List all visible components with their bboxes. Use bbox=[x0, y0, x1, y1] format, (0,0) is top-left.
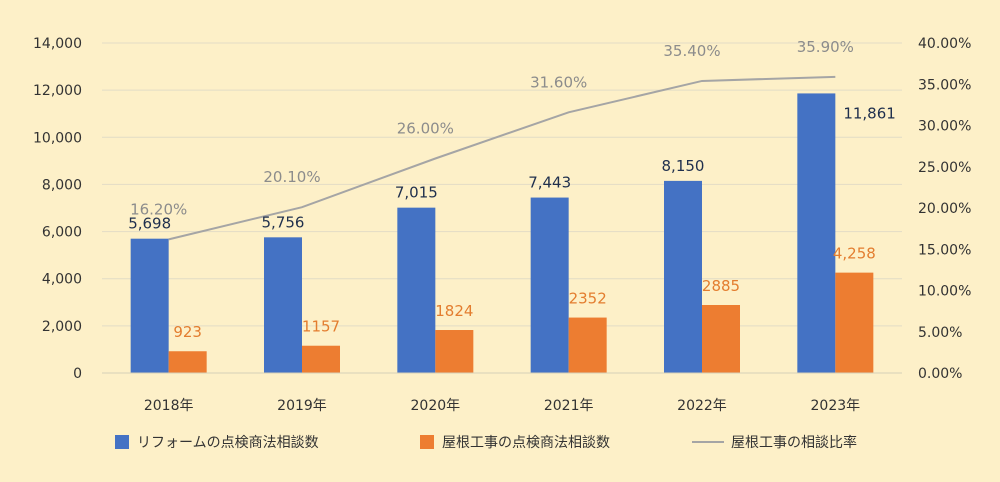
legend-label-renovation: リフォームの点検商法相談数 bbox=[137, 435, 319, 451]
y-left-tick-label: 2,000 bbox=[42, 319, 82, 335]
renovation-data-label: 7,443 bbox=[528, 174, 571, 192]
x-tick-label: 2021年 bbox=[544, 398, 594, 414]
ratio-line bbox=[168, 75, 836, 241]
y-left-tick-label: 4,000 bbox=[42, 272, 82, 288]
data-labels: 16.20% 20.10% 26.00% 31.60% 35.40% 35.90% 5,69… bbox=[128, 38, 896, 341]
y-left-tick-label: 10,000 bbox=[33, 130, 82, 146]
roof-data-label: 2885 bbox=[702, 277, 740, 295]
bar-roof-1 bbox=[302, 345, 340, 373]
ratio-data-label: 20.10% bbox=[263, 168, 320, 186]
renovation-data-label: 7,015 bbox=[395, 184, 438, 202]
bar-roof-2 bbox=[435, 330, 474, 373]
renovation-data-label: 5,756 bbox=[262, 213, 305, 231]
legend-label-roof: 屋根工事の点検商法相談数 bbox=[442, 435, 610, 451]
y-right-tick-label: 30.00% bbox=[918, 119, 971, 135]
ratio-data-label: 31.60% bbox=[530, 73, 587, 91]
bar-series bbox=[130, 93, 874, 374]
renovation-data-label: 11,861 bbox=[843, 104, 896, 122]
roof-data-label: 923 bbox=[173, 323, 202, 341]
legend-swatch-roof bbox=[420, 435, 434, 449]
bar-renovation-2 bbox=[397, 207, 436, 373]
bar-roof-0 bbox=[168, 351, 207, 373]
roof-data-label: 1157 bbox=[302, 318, 340, 336]
y-right-tick-label: 0.00% bbox=[918, 366, 962, 382]
x-tick-label: 2020年 bbox=[411, 398, 461, 414]
y-right-tick-label: 20.00% bbox=[918, 201, 971, 217]
roof-data-label: 1824 bbox=[435, 302, 473, 320]
legend: リフォームの点検商法相談数 屋根工事の点検商法相談数 屋根工事の相談比率 bbox=[115, 434, 857, 451]
renovation-data-label: 8,150 bbox=[662, 157, 705, 175]
y-right-tick-label: 25.00% bbox=[918, 160, 971, 176]
gridlines bbox=[102, 42, 902, 374]
legend-swatch-renovation bbox=[115, 435, 129, 449]
y-left-tick-label: 12,000 bbox=[33, 83, 82, 99]
renovation-data-label: 5,698 bbox=[128, 215, 171, 233]
bar-roof-3 bbox=[568, 317, 607, 373]
y-right-tick-label: 40.00% bbox=[918, 36, 971, 52]
x-tick-label: 2019年 bbox=[277, 398, 327, 414]
ratio-data-label: 26.00% bbox=[397, 120, 454, 138]
y-right-tick-label: 15.00% bbox=[918, 242, 971, 258]
y-left-tick-label: 6,000 bbox=[42, 225, 82, 241]
x-tick-label: 2023年 bbox=[811, 398, 861, 414]
line-series bbox=[168, 75, 836, 241]
bar-renovation-0 bbox=[130, 238, 169, 373]
x-tick-label: 2018年 bbox=[144, 398, 194, 414]
y-right-tick-label: 5.00% bbox=[918, 325, 962, 341]
bar-roof-4 bbox=[702, 304, 740, 373]
y-left-tick-label: 0 bbox=[73, 366, 82, 382]
bar-renovation-1 bbox=[264, 237, 302, 373]
y-left-tick-label: 14,000 bbox=[33, 36, 82, 52]
ratio-data-label: 35.40% bbox=[663, 42, 720, 60]
ratio-data-label: 35.90% bbox=[797, 38, 854, 56]
ratio-data-label: 16.20% bbox=[130, 200, 187, 218]
y-right-tick-label: 35.00% bbox=[918, 77, 971, 93]
bar-roof-5 bbox=[835, 272, 874, 373]
bar-renovation-3 bbox=[530, 197, 569, 373]
bar-renovation-4 bbox=[664, 180, 702, 373]
legend-label-ratio: 屋根工事の相談比率 bbox=[731, 434, 857, 451]
bar-renovation-5 bbox=[797, 93, 836, 374]
y-right-tick-label: 10.00% bbox=[918, 284, 971, 300]
roof-data-label: 2352 bbox=[569, 290, 607, 308]
y-left-tick-label: 8,000 bbox=[42, 177, 82, 193]
roof-data-label: 4,258 bbox=[833, 245, 876, 263]
x-tick-label: 2022年 bbox=[677, 398, 727, 414]
axes: 0 2,000 4,000 6,000 8,000 10,000 12,000 14,000 0… bbox=[33, 36, 971, 414]
